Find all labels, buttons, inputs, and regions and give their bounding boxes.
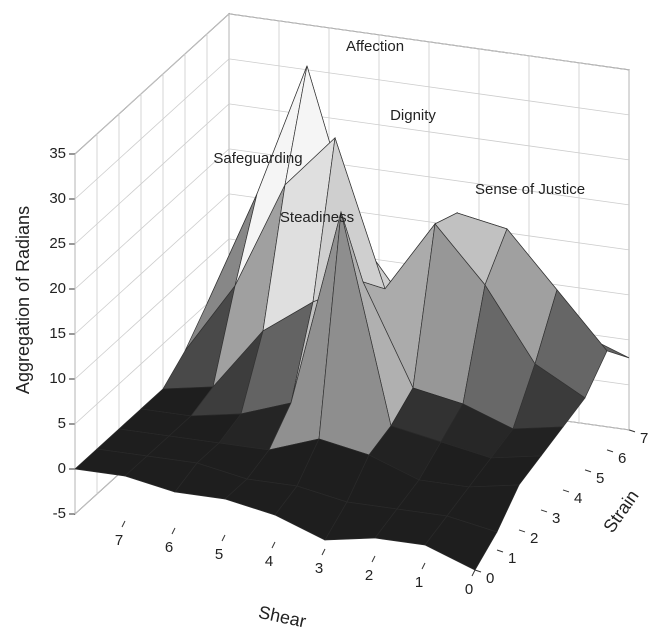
z-tick-label: 25 <box>49 235 66 252</box>
x-tick-label: 4 <box>265 553 273 570</box>
y-tick-label: 4 <box>574 490 582 507</box>
annotation: Safeguarding <box>213 150 302 167</box>
tick-mark <box>496 549 504 553</box>
y-tick-label: 5 <box>596 470 604 487</box>
z-tick-label: 5 <box>58 415 66 432</box>
surface-cell <box>424 515 498 571</box>
tick-mark <box>584 469 592 473</box>
tick-mark <box>471 569 476 577</box>
tick-mark <box>628 429 636 433</box>
annotation: Dignity <box>390 107 436 124</box>
x-tick-label: 6 <box>165 539 173 556</box>
tick-mark <box>606 449 614 453</box>
x-tick-label: 0 <box>465 581 473 598</box>
x-tick-label: 1 <box>415 574 423 591</box>
grid-line <box>74 148 230 290</box>
tick-mark <box>221 534 226 542</box>
y-tick-label: 2 <box>530 530 538 547</box>
annotation: Sense of Justice <box>475 181 585 198</box>
tick-mark <box>171 527 176 535</box>
tick-mark <box>421 562 426 570</box>
z-tick-label: 30 <box>49 190 66 207</box>
x-tick-label: 3 <box>315 560 323 577</box>
z-tick-label: 0 <box>58 460 66 477</box>
x-tick-label: 2 <box>365 567 373 584</box>
z-tick-label: 20 <box>49 280 66 297</box>
annotation: Affection <box>346 38 404 55</box>
y-tick-label: 0 <box>486 570 494 587</box>
z-tick-label: 10 <box>49 370 66 387</box>
y-axis-title: Strain <box>599 486 642 536</box>
surface <box>74 65 630 571</box>
z-tick-label: -5 <box>53 505 66 522</box>
tick-mark <box>540 509 548 513</box>
x-tick-label: 5 <box>215 546 223 563</box>
y-tick-label: 3 <box>552 510 560 527</box>
x-tick-label: 7 <box>115 532 123 549</box>
grid-line <box>74 13 230 155</box>
tick-mark <box>271 541 276 549</box>
tick-mark <box>562 489 570 493</box>
grid-line <box>74 283 230 425</box>
grid-line <box>74 193 230 335</box>
y-tick-label: 6 <box>618 450 626 467</box>
tick-mark <box>518 529 526 533</box>
y-tick-label: 1 <box>508 550 516 567</box>
z-tick-label: 15 <box>49 325 66 342</box>
annotation: Steadiness <box>280 209 354 226</box>
tick-mark <box>121 520 126 528</box>
grid-line <box>74 58 230 200</box>
tick-mark <box>321 548 326 556</box>
y-tick-label: 7 <box>640 430 648 447</box>
x-axis-title: Shear <box>257 602 308 632</box>
tick-mark <box>371 555 376 563</box>
grid-line <box>74 103 230 245</box>
tick-mark <box>474 569 482 573</box>
z-axis-title: Aggregation of Radians <box>13 206 33 394</box>
z-tick-label: 35 <box>49 145 66 162</box>
grid-line <box>74 238 230 380</box>
